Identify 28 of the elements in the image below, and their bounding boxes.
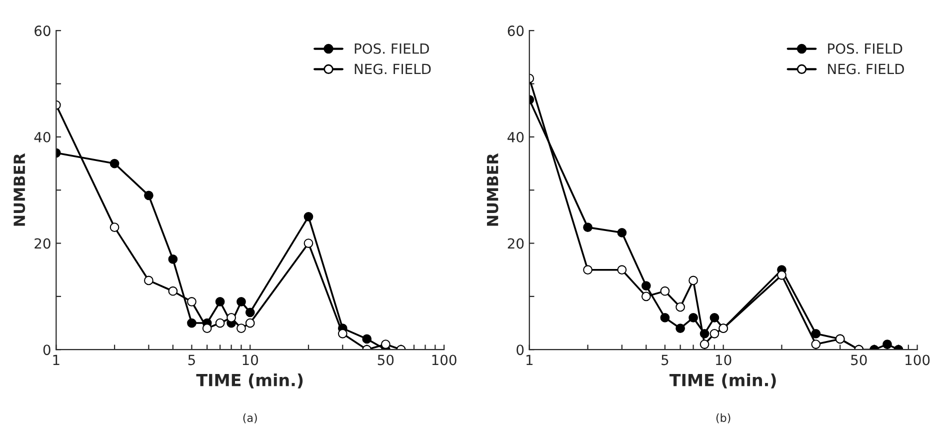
y-tick-label: 60 xyxy=(34,26,50,36)
legend-label: NEG. FIELD xyxy=(828,64,904,74)
x-tick-label: 1 xyxy=(53,354,60,366)
x-tick-label: 5 xyxy=(662,354,668,366)
x-tick-label: 50 xyxy=(851,354,867,366)
y-tick-label: 0 xyxy=(516,344,524,356)
x-tick-label: 50 xyxy=(378,354,394,366)
y-tick-label: 60 xyxy=(508,26,524,36)
legend-label: NEG. FIELD xyxy=(354,64,431,74)
x-tick-label: 5 xyxy=(188,354,195,366)
x-axis-title: TIME (min.) xyxy=(196,373,303,388)
y-tick-label: 20 xyxy=(508,238,524,249)
x-tick-label: 100 xyxy=(906,354,930,366)
text: (b) xyxy=(716,413,730,424)
y-tick-label: 40 xyxy=(34,132,50,142)
x-tick-label: 10 xyxy=(716,354,732,366)
y-tick-label: 20 xyxy=(34,238,50,249)
text: (a) xyxy=(243,413,257,424)
x-tick-label: 100 xyxy=(432,354,456,366)
y-tick-label: 0 xyxy=(43,344,50,356)
y-tick-label: 40 xyxy=(508,132,524,142)
y-axis-title: NUMBER xyxy=(14,153,26,226)
x-tick-label: 10 xyxy=(242,354,258,366)
legend-label: POS. FIELD xyxy=(354,43,429,54)
x-axis-title: TIME (min.) xyxy=(669,373,776,388)
x-tick-label: 1 xyxy=(526,354,533,366)
legend-label: POS. FIELD xyxy=(828,43,902,54)
y-axis-title: NUMBER xyxy=(486,153,498,226)
